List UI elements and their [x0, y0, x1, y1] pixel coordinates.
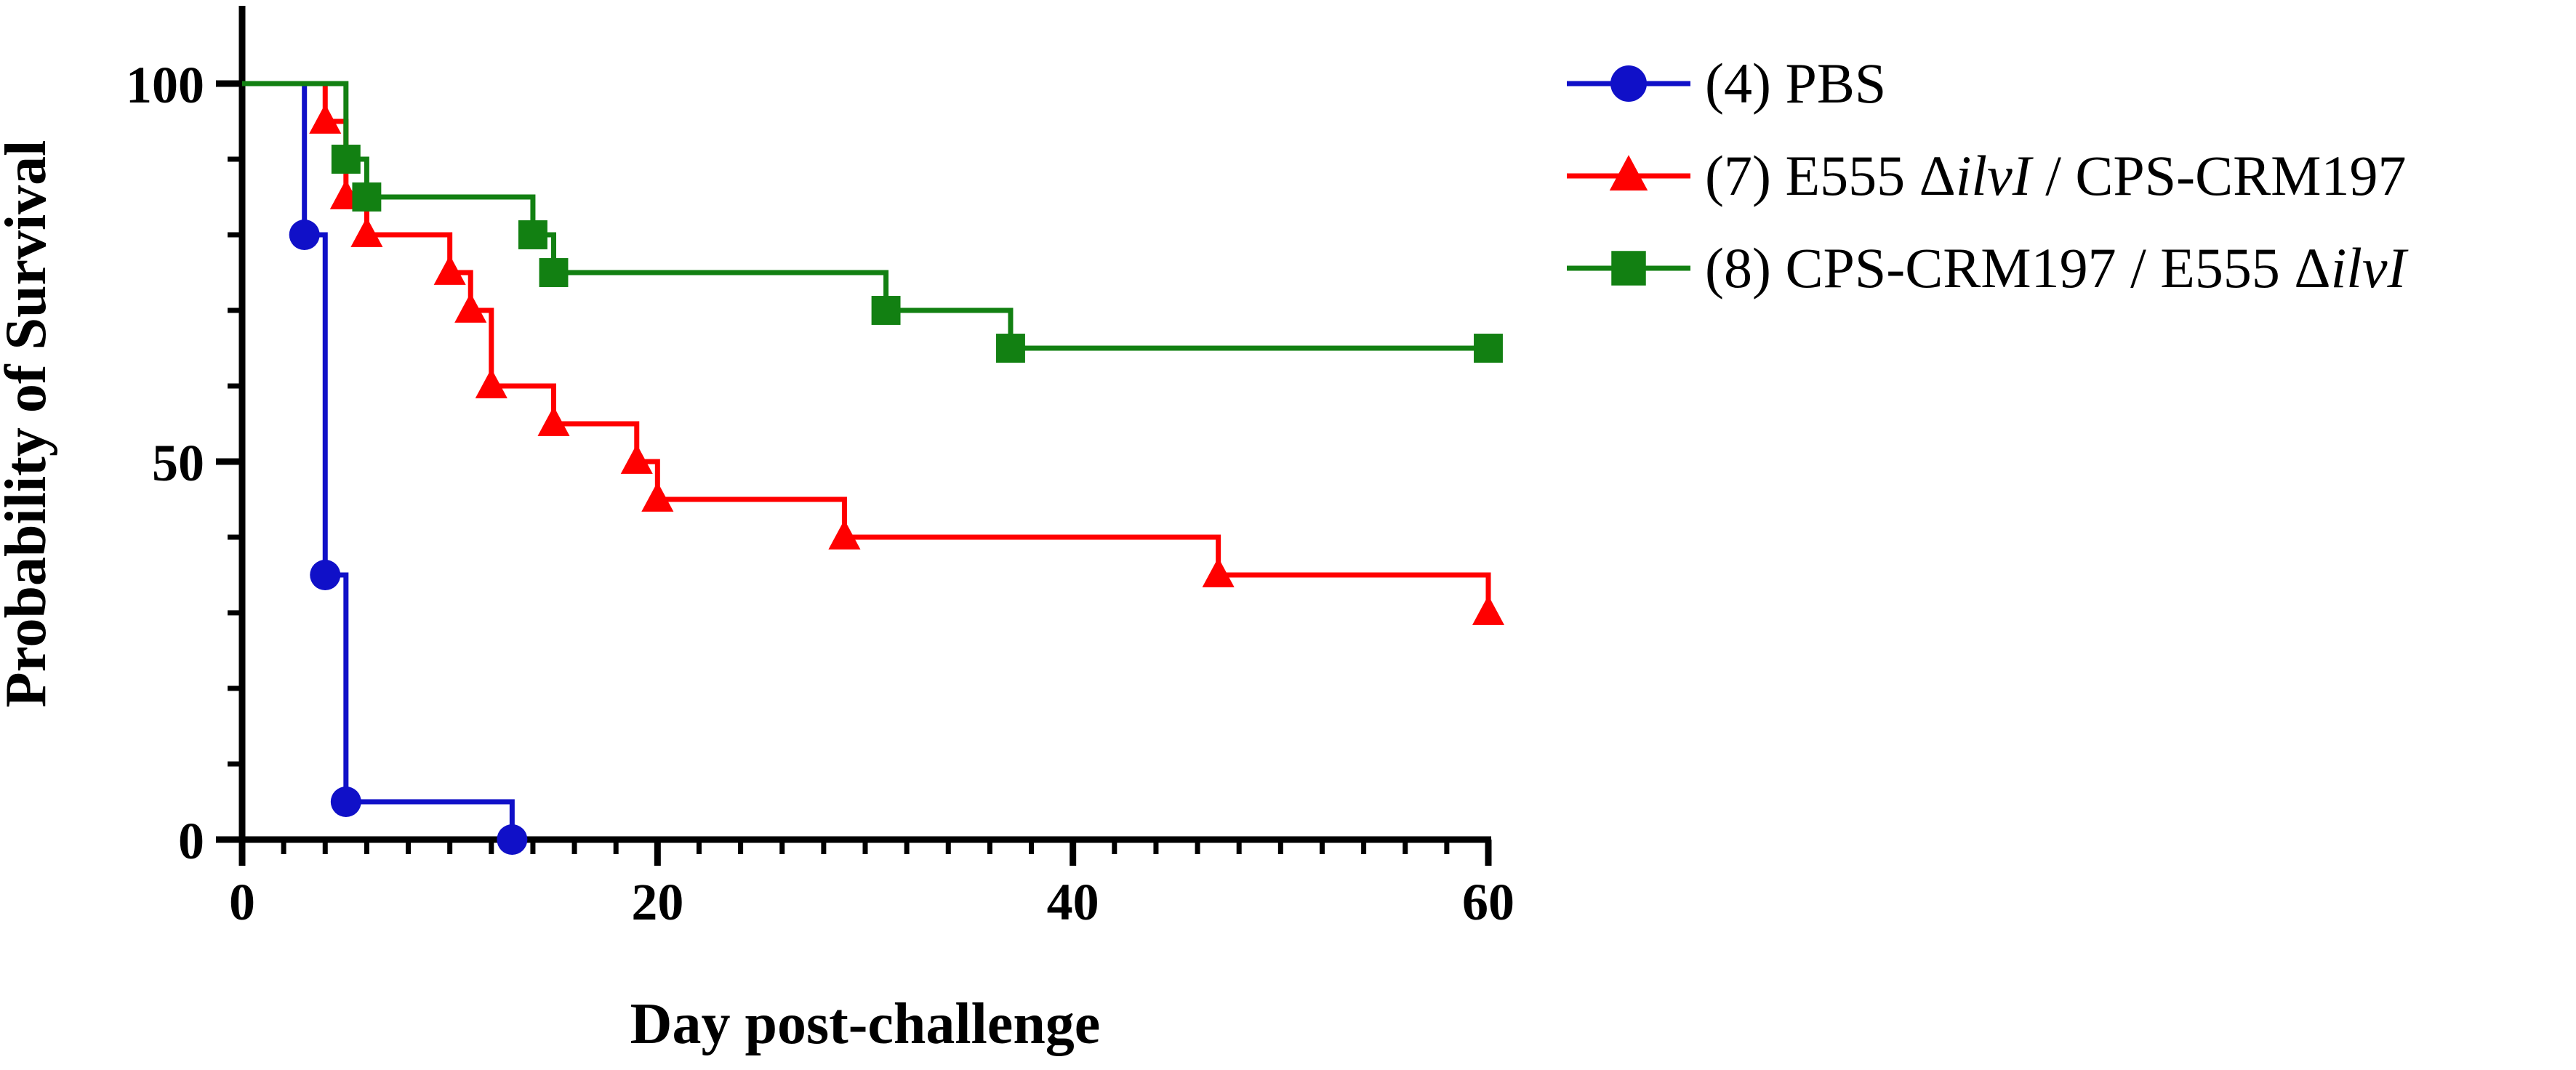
data-point-circle [289, 220, 320, 250]
series-3 [242, 81, 1503, 363]
data-point-square [1474, 334, 1503, 363]
x-tick-label: 60 [1462, 873, 1514, 931]
data-point-triangle [1202, 557, 1235, 587]
x-tick-label: 0 [229, 873, 255, 931]
data-point-circle [330, 787, 361, 817]
data-point-square [1611, 251, 1646, 286]
data-point-square [539, 258, 569, 287]
data-point-triangle [828, 519, 861, 550]
data-point-square [331, 145, 361, 174]
legend-item-2: (7) E555 ΔilvI / CPS-CRM197 [1567, 144, 2407, 207]
series-1 [242, 81, 528, 855]
data-point-circle [310, 560, 341, 590]
y-axis-title: Probability of Survival [0, 140, 58, 708]
data-point-triangle [309, 103, 342, 134]
axes: 0 50 100 0 20 40 60 [126, 6, 1514, 931]
data-point-triangle [454, 292, 487, 323]
series-group [242, 81, 1505, 855]
data-point-triangle [1609, 155, 1648, 191]
legend-label: (7) E555 ΔilvI / CPS-CRM197 [1705, 144, 2407, 207]
legend-label-part: ilvI [2331, 236, 2410, 299]
x-axis-title: Day post-challenge [630, 992, 1101, 1056]
y-tick-label: 0 [178, 812, 204, 870]
x-tick-label: 20 [631, 873, 683, 931]
data-point-square [352, 182, 382, 212]
legend-label-part: / CPS-CRM197 [2031, 144, 2407, 207]
data-point-circle [497, 824, 528, 855]
data-point-triangle [537, 406, 570, 436]
legend-label-part: ilvI [1956, 144, 2034, 207]
x-tick-label: 40 [1047, 873, 1099, 931]
legend-label: (8) CPS-CRM197 / E555 ΔilvI [1705, 236, 2410, 299]
series-2 [242, 81, 1505, 625]
data-point-circle [1610, 65, 1647, 102]
legend-label-part: (8) CPS-CRM197 / E555 Δ [1705, 236, 2331, 299]
legend-label: (4) PBS [1705, 52, 1886, 115]
data-point-triangle [641, 481, 674, 512]
data-point-triangle [350, 217, 383, 247]
y-tick-label: 100 [126, 56, 204, 114]
y-tick-label: 50 [152, 434, 204, 492]
data-point-triangle [620, 443, 653, 474]
data-point-square [518, 220, 547, 249]
data-point-triangle [433, 254, 466, 285]
legend-item-1: (4) PBS [1567, 52, 1886, 115]
legend-label-part: (4) PBS [1705, 52, 1886, 115]
legend: (4) PBS(7) E555 ΔilvI / CPS-CRM197(8) CP… [1567, 52, 2410, 299]
data-point-square [871, 296, 901, 325]
legend-label-part: (7) E555 Δ [1705, 144, 1956, 207]
data-point-triangle [1472, 595, 1505, 625]
data-point-square [996, 334, 1025, 363]
data-point-triangle [475, 368, 507, 398]
legend-item-3: (8) CPS-CRM197 / E555 ΔilvI [1567, 236, 2410, 299]
series-line [242, 81, 1488, 351]
